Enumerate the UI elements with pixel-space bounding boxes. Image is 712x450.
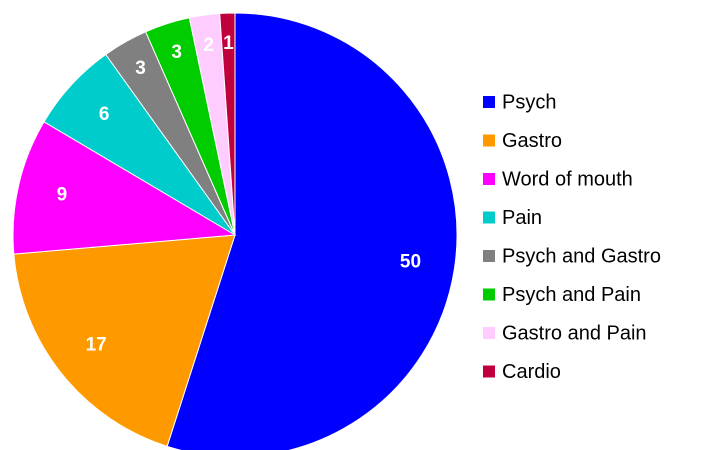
legend-label: Psych and Gastro <box>502 245 661 267</box>
data-label: 2 <box>203 35 214 56</box>
data-label: 6 <box>99 104 110 125</box>
legend-swatch <box>483 96 495 108</box>
legend-swatch <box>483 365 495 378</box>
legend-swatch <box>483 288 495 301</box>
data-label: 17 <box>86 335 107 356</box>
legend-label: Gastro and Pain <box>502 322 647 344</box>
legend-label: Word of mouth <box>502 168 633 190</box>
legend-swatch <box>483 173 495 185</box>
legend-label: Pain <box>502 207 542 229</box>
legend-label: Gastro <box>502 130 562 152</box>
legend-label: Psych and Pain <box>502 284 641 306</box>
data-label: 9 <box>57 184 68 205</box>
legend-label: Cardio <box>502 361 561 383</box>
pie-slice <box>12 121 237 255</box>
pie-slice <box>219 12 236 236</box>
data-label: 50 <box>400 251 421 272</box>
legend-swatch <box>483 211 495 224</box>
legend-label: Psych <box>502 91 556 113</box>
data-label: 3 <box>171 42 182 63</box>
pie-slice <box>166 12 458 450</box>
pie-slice <box>13 234 236 447</box>
legend-swatch <box>483 327 495 339</box>
data-label: 3 <box>135 58 146 79</box>
legend-swatch <box>483 134 495 147</box>
legend-swatch <box>483 250 495 262</box>
data-label: 1 <box>223 33 234 54</box>
